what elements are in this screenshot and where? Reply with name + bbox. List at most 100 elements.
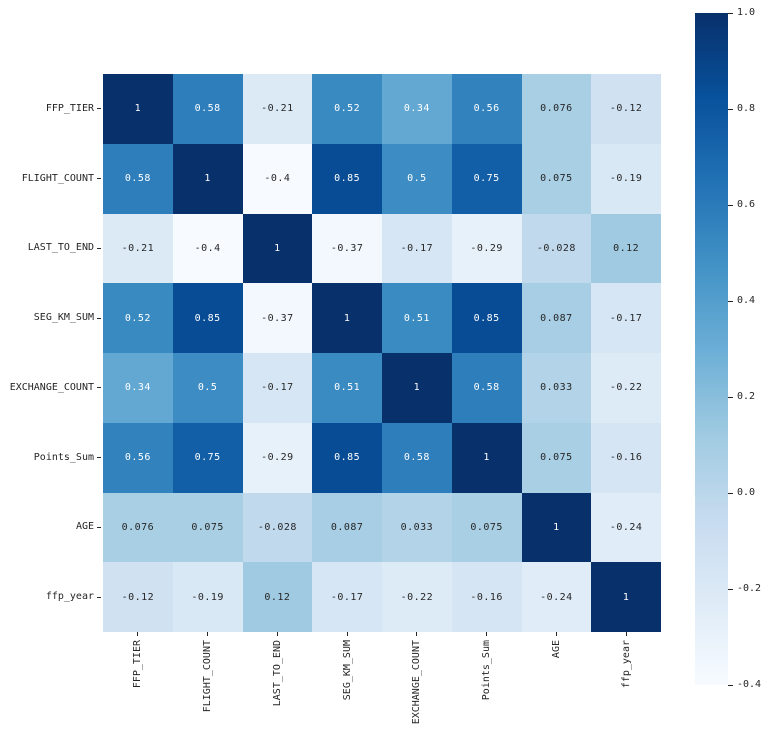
- heatmap-cell: -0.37: [312, 213, 382, 284]
- heatmap-cell: -0.22: [591, 353, 661, 423]
- heatmap-cell: -0.21: [103, 213, 173, 284]
- heatmap-cell: 1: [312, 283, 382, 353]
- heatmap-cell: 0.087: [312, 492, 382, 563]
- heatmap-cell: 0.075: [521, 422, 592, 493]
- colorbar-tick: [728, 684, 733, 686]
- colorbar-tick-label: 0.6: [737, 199, 756, 210]
- heatmap-cell: 0.85: [312, 143, 382, 214]
- heatmap-cell: 0.58: [172, 74, 243, 144]
- y-tick: [97, 247, 101, 249]
- colorbar-tick-label: 0.2: [737, 391, 756, 402]
- heatmap-cell: 0.34: [103, 353, 173, 423]
- x-tick: [207, 632, 209, 636]
- colorbar-tick: [728, 300, 733, 302]
- heatmap-cell: -0.4: [172, 213, 243, 284]
- heatmap-cell: -0.17: [382, 213, 452, 284]
- y-tick: [97, 108, 101, 110]
- y-axis-label: FLIGHT_COUNT: [21, 172, 94, 184]
- heatmap-cell: -0.37: [242, 283, 313, 353]
- colorbar-tick-label: 0.4: [737, 295, 756, 306]
- heatmap-cell: 0.12: [242, 562, 313, 632]
- heatmap-cell: 1: [382, 353, 452, 423]
- colorbar-tick: [728, 204, 733, 206]
- heatmap-cell: -0.17: [591, 283, 661, 353]
- colorbar-tick: [728, 12, 733, 14]
- heatmap-cell: 1: [521, 492, 592, 563]
- heatmap-cell: 1: [172, 143, 243, 214]
- heatmap-cell: -0.19: [591, 143, 661, 214]
- heatmap-cell: 1: [451, 422, 522, 493]
- colorbar-tick: [728, 396, 733, 398]
- colorbar-tick-label: -0.2: [737, 583, 762, 594]
- heatmap-cell: -0.29: [242, 422, 313, 493]
- heatmap-cell: 0.075: [172, 492, 243, 563]
- heatmap-cell: 0.087: [521, 283, 592, 353]
- x-tick: [486, 632, 488, 636]
- heatmap-cell: 0.51: [382, 283, 452, 353]
- heatmap-cell: -0.16: [451, 562, 522, 632]
- colorbar-tick: [728, 492, 733, 494]
- heatmap-cell: 0.076: [521, 74, 592, 144]
- y-axis-label: Points_Sum: [33, 451, 94, 463]
- heatmap-cell: -0.21: [242, 74, 313, 144]
- x-tick: [346, 632, 348, 636]
- y-axis-label: ffp_year: [45, 591, 94, 603]
- x-tick: [276, 632, 278, 636]
- heatmap-cell: 0.56: [103, 422, 173, 493]
- heatmap-cell: -0.12: [103, 562, 173, 632]
- heatmap-cell: 0.075: [451, 492, 522, 563]
- y-axis-label: AGE: [75, 521, 94, 533]
- heatmap-cell: 0.5: [172, 353, 243, 423]
- heatmap-cell: 0.85: [172, 283, 243, 353]
- heatmap-cell: 0.75: [172, 422, 243, 493]
- heatmap-cell: 0.85: [451, 283, 522, 353]
- heatmap-cell: -0.17: [242, 353, 313, 423]
- y-tick: [97, 387, 101, 389]
- heatmap-cell: 0.12: [591, 213, 661, 284]
- heatmap-cell: 1: [242, 213, 313, 284]
- y-axis-label: SEG_KM_SUM: [33, 312, 94, 324]
- heatmap-cell: 0.52: [103, 283, 173, 353]
- heatmap-cell: 1: [103, 74, 173, 144]
- colorbar-tick-label: 1.0: [737, 7, 756, 18]
- heatmap-cell: 0.075: [521, 143, 592, 214]
- y-axis-label: FFP_TIER: [45, 102, 94, 114]
- y-tick: [97, 526, 101, 528]
- x-tick: [137, 632, 139, 636]
- heatmap-cell: 0.56: [451, 74, 522, 144]
- heatmap-cell: 0.076: [103, 492, 173, 563]
- heatmap-cell: 0.033: [382, 492, 452, 563]
- y-tick: [97, 457, 101, 459]
- x-tick: [625, 632, 627, 636]
- heatmap-cell: 0.58: [382, 422, 452, 493]
- heatmap-cell: -0.4: [242, 143, 313, 214]
- heatmap-cell: -0.17: [312, 562, 382, 632]
- heatmap-cell: -0.12: [591, 74, 661, 144]
- y-axis-label: LAST_TO_END: [27, 242, 94, 254]
- x-axis-label: FLIGHT_COUNT: [202, 640, 214, 713]
- colorbar-tick-label: -0.4: [737, 679, 762, 690]
- colorbar-tick-label: 0.0: [737, 487, 756, 498]
- heatmap-cell: 0.033: [521, 353, 592, 423]
- x-tick: [416, 632, 418, 636]
- heatmap-cell: 0.75: [451, 143, 522, 214]
- heatmap-cell: -0.028: [242, 492, 313, 563]
- x-axis-label: LAST_TO_END: [271, 640, 283, 707]
- heatmap-cell: 0.51: [312, 353, 382, 423]
- heatmap-grid: 1 0.58 -0.21 0.52 0.34 0.56 0.076 -0.12 0.58 1 -0.…: [103, 74, 661, 632]
- colorbar-tick-label: 0.8: [737, 103, 756, 114]
- x-axis-label: FFP_TIER: [132, 640, 144, 689]
- colorbar-gradient: [695, 13, 728, 685]
- heatmap-cell: 0.5: [382, 143, 452, 214]
- colorbar-tick: [728, 108, 733, 110]
- y-axis-label: EXCHANGE_COUNT: [9, 381, 94, 393]
- y-tick: [97, 178, 101, 180]
- heatmap-cell: -0.22: [382, 562, 452, 632]
- y-tick: [97, 317, 101, 319]
- x-axis-label: ffp_year: [620, 640, 632, 689]
- x-axis-label: Points_Sum: [481, 640, 493, 701]
- colorbar-tick: [728, 588, 733, 590]
- heatmap-cell: 0.34: [382, 74, 452, 144]
- heatmap-cell: 1: [591, 562, 661, 632]
